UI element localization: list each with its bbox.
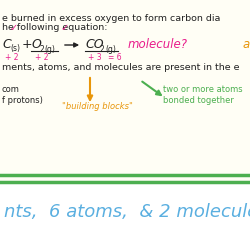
- Text: CO: CO: [85, 38, 104, 52]
- Text: he following equation:: he following equation:: [2, 23, 108, 32]
- Text: + 3: + 3: [88, 54, 102, 62]
- Text: (s): (s): [10, 44, 20, 54]
- Text: 2: 2: [100, 44, 105, 54]
- Text: + 2: + 2: [35, 54, 48, 62]
- Text: ments, atoms, and molecules are present in the e: ments, atoms, and molecules are present …: [2, 62, 240, 72]
- Text: (g): (g): [44, 44, 55, 54]
- Text: O: O: [31, 38, 41, 52]
- Text: two or more atoms 
bonded together: two or more atoms bonded together: [163, 85, 245, 105]
- Text: a: a: [243, 38, 250, 52]
- Text: + 2: + 2: [5, 54, 18, 62]
- Text: C: C: [2, 38, 11, 52]
- Text: 2: 2: [39, 44, 44, 54]
- Text: ✓: ✓: [10, 23, 18, 33]
- Text: com
f protons): com f protons): [2, 85, 43, 105]
- Text: +: +: [22, 38, 32, 52]
- Text: nts,  6 atoms,  & 2 molecules: nts, 6 atoms, & 2 molecules: [4, 203, 250, 221]
- Text: (g): (g): [105, 44, 116, 54]
- Text: = 6: = 6: [108, 54, 122, 62]
- Text: ✓: ✓: [61, 23, 69, 33]
- Text: "building blocks": "building blocks": [62, 102, 133, 111]
- Text: e burned in excess oxygen to form carbon dia: e burned in excess oxygen to form carbon…: [2, 14, 220, 23]
- Bar: [0, 182, 250, 250]
- Text: molecule?: molecule?: [128, 38, 188, 52]
